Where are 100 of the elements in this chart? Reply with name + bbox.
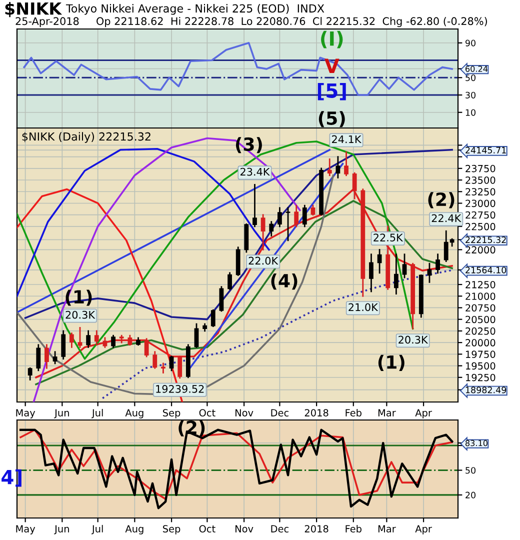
candlestick — [294, 204, 299, 228]
y-tick-label: 20 — [466, 492, 476, 498]
x-tick-label: Jun — [54, 525, 69, 534]
x-tick-label: May — [16, 409, 36, 418]
candlestick — [369, 254, 374, 292]
candlestick — [119, 334, 124, 344]
x-tick-label: Oct — [199, 409, 216, 416]
x-tick-label: Feb — [346, 524, 362, 532]
candlestick — [94, 330, 99, 346]
candlestick — [194, 323, 199, 348]
y-tick-label: 22215.32 — [466, 236, 506, 244]
x-tick-label: Nov — [236, 409, 254, 416]
y-tick-label: 20500 — [466, 316, 496, 324]
y-tick-label: 18982.49 — [466, 386, 506, 394]
x-tick-label: Sep — [163, 409, 180, 418]
candlestick — [78, 327, 82, 348]
y-tick-label: 10 — [466, 109, 476, 116]
candlestick — [102, 337, 108, 348]
candlestick — [152, 351, 158, 369]
candlestick — [344, 151, 348, 176]
y-tick-label: 21250 — [466, 280, 496, 288]
candlestick — [252, 184, 257, 228]
candlestick — [61, 330, 66, 360]
annotation: (2) — [428, 192, 454, 208]
candlestick — [286, 207, 290, 242]
y-tick-label: 50 — [466, 467, 476, 474]
candlestick — [44, 344, 49, 369]
annotation: $NIKK (Daily) 22215.32 — [22, 132, 150, 143]
x-tick-label: Oct — [199, 525, 216, 532]
x-tick-label: Jun — [54, 409, 69, 418]
annotation: 19239.52 — [156, 385, 204, 393]
candlestick — [169, 356, 174, 372]
annotation: (5) — [318, 111, 345, 128]
y-tick-label: 22000 — [466, 246, 496, 254]
y-tick-label: 22750 — [466, 211, 496, 219]
text: 25-Apr-2018 Op 22118.62 Hi 22228.78 Lo 22080.76 Cl 22215.32 Chg -62.80 (-0.28%) — [16, 17, 487, 28]
y-tick-label: 30 — [466, 92, 476, 98]
candlestick — [277, 207, 282, 228]
x-tick-label: Sep — [163, 525, 180, 534]
annotation: 24.1K — [332, 135, 362, 144]
annotation: 21.0K — [348, 303, 378, 312]
candlestick — [427, 262, 432, 283]
y-tick-label: 90 — [465, 40, 476, 46]
annotation: 22.0K — [248, 256, 278, 265]
x-tick-label: Mar — [378, 409, 396, 416]
candlestick — [128, 334, 132, 346]
candlestick — [260, 214, 266, 250]
x-tick-label: Feb — [346, 408, 362, 416]
x-tick-label: Aug — [125, 409, 144, 418]
candlestick — [269, 221, 274, 236]
y-tick-label: 23750 — [466, 164, 496, 172]
y-tick-label: 19250 — [466, 374, 496, 382]
candlestick — [327, 158, 332, 176]
y-tick-label: 23250 — [466, 188, 496, 196]
y-tick-label: 19750 — [466, 350, 496, 358]
line-series — [102, 269, 453, 400]
x-tick-label: 2018 — [304, 409, 328, 416]
candlestick — [394, 254, 398, 294]
candlestick — [52, 351, 58, 364]
candlestick — [336, 156, 340, 178]
y-tick-label: 20750 — [466, 304, 496, 312]
y-tick-label: 20250 — [466, 327, 496, 335]
candlestick — [86, 330, 91, 348]
candlestick — [310, 204, 316, 216]
y-tick-label: 21000 — [466, 292, 496, 300]
y-tick-label: 23000 — [466, 200, 496, 208]
candlestick — [28, 367, 32, 380]
annotation: 22.4K — [432, 214, 462, 222]
x-tick-label: Aug — [125, 525, 144, 534]
candlestick — [228, 272, 232, 290]
candlestick — [302, 204, 307, 228]
y-tick-label: 21564.10 — [466, 266, 506, 274]
candlestick — [402, 254, 407, 278]
x-tick-label: Dec — [271, 525, 288, 532]
chart-title: $NIKK — [5, 2, 62, 18]
candlestick — [210, 309, 216, 327]
y-tick-label: 60.24 — [466, 66, 488, 72]
candlestick — [219, 286, 224, 312]
annotation: (4) — [271, 274, 298, 290]
x-tick-label: May — [16, 525, 36, 534]
y-tick-label: 23500 — [466, 176, 496, 184]
x-tick-label: Jul — [91, 408, 103, 418]
annotation: 22.5K — [374, 234, 404, 242]
y-tick-label: 19500 — [466, 362, 496, 370]
x-tick-label: Apr — [415, 525, 432, 534]
annotation: (1) — [378, 354, 404, 372]
y-tick-label: 50 — [466, 74, 476, 82]
chart-subtitle: Tokyo Nikkei Average - Nikkei 225 (EOD) INDX — [66, 4, 324, 15]
candlestick — [144, 338, 149, 358]
candlestick — [36, 344, 41, 372]
annotation: 20.3K — [66, 310, 96, 319]
candlestick — [69, 332, 74, 348]
annotation: V — [324, 58, 340, 73]
y-tick-label: 24145.71 — [466, 146, 506, 154]
candlestick — [161, 362, 166, 374]
candlestick — [436, 254, 440, 274]
y-tick-label: 83.10 — [465, 440, 488, 446]
x-tick-label: 2018 — [304, 525, 328, 532]
candlestick — [111, 334, 116, 348]
x-tick-label: Jul — [91, 524, 103, 534]
